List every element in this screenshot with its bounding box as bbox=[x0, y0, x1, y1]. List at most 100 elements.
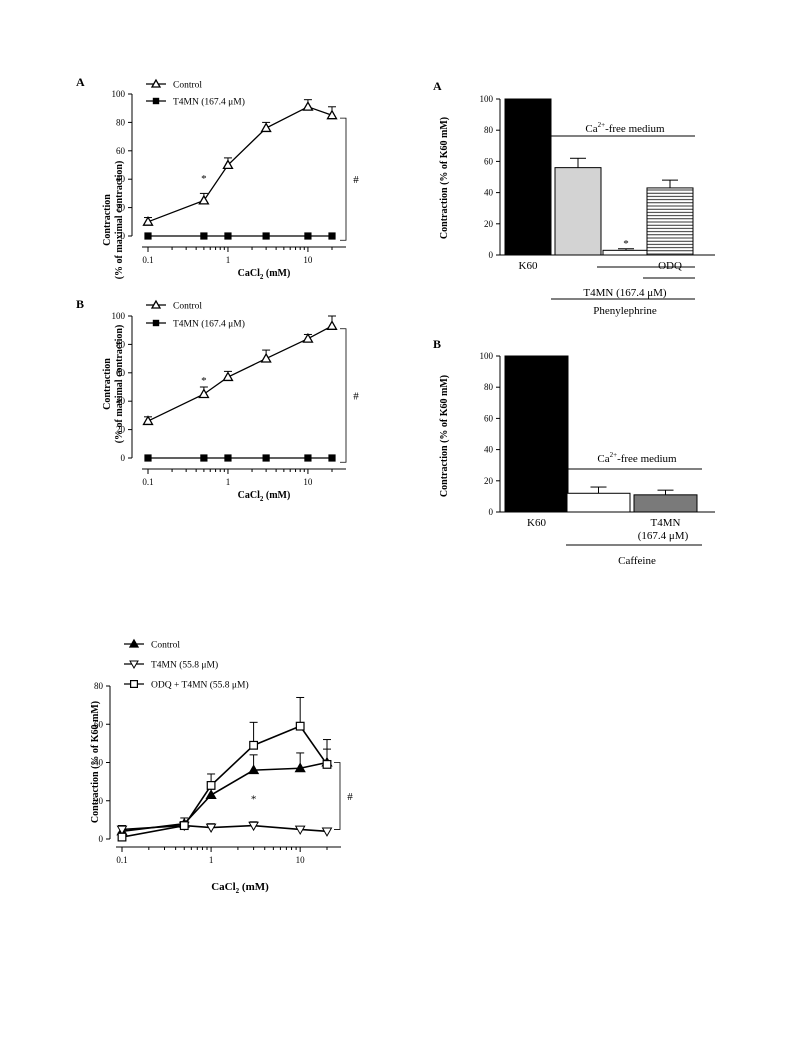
data-point-s1-3 bbox=[262, 454, 270, 462]
data-point-s2-5 bbox=[322, 759, 332, 769]
legend-marker bbox=[152, 319, 160, 327]
data-point-s1-2 bbox=[205, 823, 217, 834]
legend: Control T4MN (167.4 μM) bbox=[146, 78, 245, 108]
data-point-s2-0 bbox=[117, 832, 127, 842]
y-tick-label: 40 bbox=[116, 396, 126, 406]
y-tick-label: 80 bbox=[116, 117, 126, 127]
y-axis-label-line1: Contraction bbox=[102, 358, 113, 410]
y-tick-label: 0 bbox=[489, 507, 494, 517]
y-tick-label: 60 bbox=[484, 413, 494, 423]
y-tick-label: 80 bbox=[484, 382, 494, 392]
x-tick-label: 1 bbox=[226, 255, 231, 265]
y-tick-label: 0 bbox=[121, 453, 126, 463]
legend-label: Control bbox=[173, 81, 202, 91]
y-tick-label: 100 bbox=[112, 89, 126, 99]
panel-label: A bbox=[433, 79, 442, 93]
medium-label: Ca2+-free medium bbox=[585, 121, 665, 135]
legend: Control T4MN (55.8 μM) ODQ + T4MN (55.8 μM… bbox=[124, 638, 249, 691]
data-point-s1-1 bbox=[200, 232, 208, 240]
bar-2 bbox=[633, 494, 698, 513]
y-axis-label-line2: (% of maximal contraction) bbox=[114, 325, 125, 444]
data-point-s2-3 bbox=[249, 740, 259, 750]
bar-0 bbox=[504, 98, 552, 256]
legend-label: T4MN (167.4 μM) bbox=[173, 319, 245, 330]
data-point-s1-4 bbox=[304, 454, 312, 462]
y-tick-label: 60 bbox=[484, 156, 494, 166]
x-tick-label: 10 bbox=[296, 855, 306, 865]
panel-label: B bbox=[76, 297, 84, 311]
y-tick-label: 80 bbox=[116, 339, 126, 349]
significance-hash: # bbox=[353, 174, 359, 186]
data-point-s0-0 bbox=[142, 415, 154, 426]
panel-label: B bbox=[433, 337, 441, 351]
data-point-s1-2 bbox=[224, 232, 232, 240]
x-tick-label: 0.1 bbox=[142, 255, 153, 265]
y-tick-label: 0 bbox=[121, 231, 126, 241]
y-tick-label: 20 bbox=[116, 203, 126, 213]
legend-label: T4MN (167.4 μM) bbox=[173, 97, 245, 108]
data-point-s2-1 bbox=[179, 821, 189, 831]
y-axis-label-line1: Contraction bbox=[102, 194, 113, 246]
data-point-s2-2 bbox=[206, 781, 216, 790]
data-point-s1-5 bbox=[328, 454, 336, 462]
y-tick-label: 20 bbox=[484, 476, 494, 486]
bar-1 bbox=[566, 492, 631, 513]
data-point-s1-0 bbox=[144, 232, 152, 240]
legend-marker bbox=[152, 97, 160, 105]
y-tick-label: 40 bbox=[116, 174, 126, 184]
x-tick-label: 1 bbox=[226, 477, 231, 487]
data-point-s0-3 bbox=[247, 764, 260, 775]
x-tick-label: 0.1 bbox=[142, 477, 153, 487]
bar-1 bbox=[554, 167, 602, 256]
axes: 0 20 40 60 80 100 0.1 1 10 bbox=[112, 311, 346, 487]
bar-chart-b: B Contraction (% of K60 mM) Ca2+-free me… bbox=[433, 337, 715, 567]
series-line-0 bbox=[147, 325, 333, 422]
y-tick-label: 60 bbox=[116, 368, 126, 378]
line-chart-a: A Contraction (% of maximal contraction)… bbox=[76, 75, 359, 281]
bar-chart-a: A Contraction (% of K60 mM) Ca2+-free me… bbox=[433, 79, 715, 317]
data-point-s0-2 bbox=[205, 789, 217, 800]
drug-bracket-label: T4MN (167.4 μM) bbox=[583, 287, 667, 299]
data-point-s1-0 bbox=[144, 454, 152, 462]
data-point-s1-3 bbox=[248, 821, 259, 832]
series-line-0 bbox=[121, 761, 328, 833]
y-axis-label: Contraction (% of K60 mM) bbox=[90, 701, 101, 823]
y-tick-label: 100 bbox=[480, 94, 494, 104]
line-chart-b: B Contraction (% of maximal contraction)… bbox=[76, 297, 359, 503]
y-tick-label: 0 bbox=[489, 250, 494, 260]
legend-marker bbox=[128, 638, 140, 648]
series-line-2 bbox=[121, 725, 328, 838]
legend-label: T4MN (55.8 μM) bbox=[151, 660, 218, 671]
data-point-s1-2 bbox=[224, 454, 232, 462]
data-point-s0-2 bbox=[222, 159, 234, 170]
data-point-s0-1 bbox=[198, 388, 210, 399]
legend-label: Control bbox=[151, 641, 180, 651]
significance-star: * bbox=[201, 375, 207, 387]
y-tick-label: 80 bbox=[94, 681, 104, 691]
data-point-s1-4 bbox=[304, 232, 312, 240]
data-point-s1-1 bbox=[200, 454, 208, 462]
legend-label: ODQ + T4MN (55.8 μM) bbox=[151, 680, 249, 691]
significance-star: * bbox=[201, 173, 207, 185]
x-axis-label: CaCl2 (mM) bbox=[238, 490, 291, 503]
y-tick-label: 0 bbox=[99, 834, 104, 844]
agonist-bracket-label: Phenylephrine bbox=[593, 305, 657, 317]
significance-hash: # bbox=[353, 391, 359, 403]
data-point-s0-5 bbox=[326, 109, 338, 120]
x-tick-label: 1 bbox=[209, 855, 214, 865]
panel-label: A bbox=[76, 75, 85, 89]
plot-area: * bbox=[504, 98, 695, 300]
data-point-s2-4 bbox=[295, 721, 305, 731]
data-point-s0-2 bbox=[222, 371, 234, 382]
category-sublabel: (167.4 μM) bbox=[638, 530, 689, 542]
y-tick-label: 60 bbox=[94, 719, 104, 729]
legend-marker bbox=[150, 299, 162, 309]
category-label: K60 bbox=[527, 517, 546, 529]
legend-marker bbox=[129, 660, 139, 670]
plot-area bbox=[504, 355, 702, 546]
series-line-0 bbox=[147, 106, 333, 223]
plot-area: *# bbox=[142, 315, 359, 463]
x-tick-label: 10 bbox=[303, 477, 313, 487]
data-point-s1-0 bbox=[116, 825, 128, 835]
x-tick-label: 0.1 bbox=[116, 855, 127, 865]
